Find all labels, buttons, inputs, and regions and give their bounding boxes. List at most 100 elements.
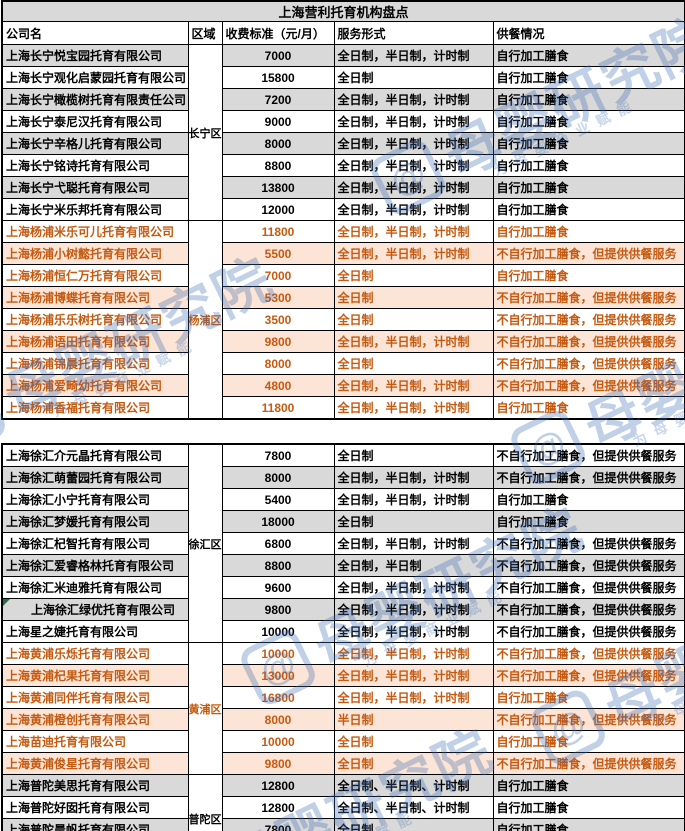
- company-cell: 上海杨浦博蝶托育有限公司: [1, 286, 189, 309]
- table-row: 上海徐汇梦媛托育有限公司 18000 全日制 自行加工膳食: [1, 510, 685, 533]
- service-cell: 全日制: [333, 752, 494, 775]
- meal-cell: 自行加工膳食: [492, 396, 685, 420]
- fee-cell: 10000: [221, 730, 335, 753]
- company-cell: 上海徐汇爱睿格林托育有限公司: [1, 554, 189, 577]
- region-cell: 杨浦区: [187, 220, 223, 420]
- column-header: 公司名: [1, 21, 189, 45]
- table-row: 上海徐汇小宁托育有限公司 5400 全日制，半日制，计时制 自行加工膳食: [1, 488, 685, 511]
- table-row: 上海黄浦橙创托育有限公司 8000 半日制 不自行加工膳食，但提供供餐服务: [1, 708, 685, 731]
- fee-cell: 12800: [221, 774, 335, 797]
- fee-cell: 7000: [221, 264, 335, 287]
- service-cell: 全日制，半日制，计时制: [333, 330, 494, 353]
- service-cell: 全日制: [333, 286, 494, 309]
- service-cell: 全日制、半日制、计时制: [333, 796, 494, 819]
- fee-cell: 6800: [221, 532, 335, 555]
- fee-cell: 8000: [221, 132, 335, 155]
- table-row: 上海徐汇萌蕾园托育有限公司 8000 全日制，半日制，计时制 不自行加工膳食，但提供供…: [1, 466, 685, 489]
- service-cell: 全日制，半日制，计时制: [333, 44, 494, 67]
- fee-cell: 15800: [221, 66, 335, 89]
- table-title-row: 上海营利托育机构盘点: [1, 0, 685, 22]
- table-row: 上海星之婕托育有限公司 10000 全日制，半日制，计时制 不自行加工膳食，但提供供餐…: [1, 620, 685, 643]
- table-row: 上海长宁橄榄树托育有限责任公司 7200 全日制，半日制，计时制 自行加工膳食: [1, 88, 685, 111]
- service-cell: 全日制，半日制，计时制: [333, 220, 494, 243]
- fee-cell: 12800: [221, 796, 335, 819]
- table-row: 上海长宁泰尼汉托育有限公司 9000 全日制，半日制，计时制 自行加工膳食: [1, 110, 685, 133]
- company-cell: 上海徐汇小宁托育有限公司: [1, 488, 189, 511]
- meal-cell: 不自行加工膳食，但提供供餐服务: [492, 576, 685, 599]
- meal-cell: 自行加工膳食: [492, 510, 685, 533]
- meal-cell: 不自行加工膳食，但提供供餐服务: [492, 642, 685, 665]
- company-cell: 上海徐汇米迪雅托育有限公司: [1, 576, 189, 599]
- service-cell: 全日制，半日制，计时制: [333, 88, 494, 111]
- table-row: 上海徐汇介元晶托育有限公司 徐汇区 7800 全日制 不自行加工膳食，但提供供餐服务: [1, 443, 685, 643]
- table-row: 上海普陀美思托育有限公司 普陀区 12800 全日制、半日制、计时制 自行加工膳食: [1, 774, 685, 831]
- service-cell: 全日制，半日制，计时制: [333, 642, 494, 665]
- meal-cell: 自行加工膳食: [492, 44, 685, 67]
- table-row: 上海黄浦同伴托育有限公司 16800 全日制，半日制，计时制 自行加工膳食: [1, 686, 685, 709]
- meal-cell: 自行加工膳食: [492, 686, 685, 709]
- meal-cell: 自行加工膳食: [492, 66, 685, 89]
- company-cell: 上海杨浦爱畸幼托育有限公司: [1, 374, 189, 397]
- meal-cell: 不自行加工膳食，但提供供餐服务: [492, 308, 685, 331]
- fee-cell: 8000: [221, 466, 335, 489]
- company-cell: 上海长宁铭诗托育有限公司: [1, 154, 189, 177]
- meal-cell: 不自行加工膳食，但提供供餐服务: [492, 330, 685, 353]
- report-table-2: 上海徐汇介元晶托育有限公司 徐汇区 7800 全日制 不自行加工膳食，但提供供餐服务 上海…: [1, 443, 685, 831]
- company-cell: 上海长宁弋聪托育有限公司: [1, 176, 189, 199]
- service-cell: 全日制，半日制，计时制: [333, 598, 494, 621]
- company-cell: 上海徐汇萌蕾园托育有限公司: [1, 466, 189, 489]
- meal-cell: 自行加工膳食: [492, 264, 685, 287]
- table-row: 上海杨浦恒仁万托育有限公司 7000 全日制 自行加工膳食: [1, 264, 685, 287]
- meal-cell: 自行加工膳食: [492, 132, 685, 155]
- column-header: 供餐情况: [492, 21, 685, 45]
- meal-cell: 不自行加工膳食，但提供供餐服务: [492, 242, 685, 265]
- meal-cell: 自行加工膳食: [492, 110, 685, 133]
- service-cell: 全日制，半日制，计时制: [333, 664, 494, 687]
- company-cell: 上海苗迪托育有限公司: [1, 730, 189, 753]
- service-cell: 全日制，半日制，计时制: [333, 198, 494, 221]
- fee-cell: 3500: [221, 308, 335, 331]
- table-row: 上海杨浦锦晨托育有限公司 8000 全日制 不自行加工膳食，但提供供餐服务: [1, 352, 685, 375]
- company-cell: 上海杨浦米乐可儿托育有限公司: [1, 220, 189, 243]
- table-row: 上海杨浦小树懿托育有限公司 5500 全日制，半日制，计时制 不自行加工膳食，但提供供…: [1, 242, 685, 265]
- meal-cell: 自行加工膳食: [492, 730, 685, 753]
- meal-cell: 不自行加工膳食，但提供供餐服务: [492, 532, 685, 555]
- company-cell: 上海杨浦香福托育有限公司: [1, 396, 189, 420]
- company-cell: 上海徐汇杞智托育有限公司: [1, 532, 189, 555]
- fee-cell: 13000: [221, 664, 335, 687]
- table-row: 上海徐汇米迪雅托育有限公司 9600 全日制，半日制，计时制 不自行加工膳食，但提供供…: [1, 576, 685, 599]
- service-cell: 全日制，半日制，计时制: [333, 396, 494, 420]
- company-cell: 上海黄浦乐烁托育有限公司: [1, 642, 189, 665]
- service-cell: 全日制: [333, 352, 494, 375]
- fee-cell: 13800: [221, 176, 335, 199]
- fee-cell: 18000: [221, 510, 335, 533]
- company-cell: 上海徐汇绿优托育有限公司: [1, 598, 189, 621]
- region-cell: 黄浦区: [187, 642, 223, 775]
- fee-cell: 9600: [221, 576, 335, 599]
- company-cell: 上海黄浦橙创托育有限公司: [1, 708, 189, 731]
- table-row: 上海杨浦爱畸幼托育有限公司 4800 全日制，半日制，计时制 不自行加工膳食，但提供供…: [1, 374, 685, 397]
- table-row: 上海长宁铭诗托育有限公司 8800 全日制，半日制，计时制 自行加工膳食: [1, 154, 685, 177]
- meal-cell: 不自行加工膳食，但提供供餐服务: [492, 708, 685, 731]
- service-cell: 全日制，半日制，计时制: [333, 242, 494, 265]
- report-table-1: 上海营利托育机构盘点 公司名 区域 收费标准（元/月） 服务形式 供餐情况 上海长宁悦宝园托…: [1, 0, 685, 420]
- service-cell: 半日制: [333, 708, 494, 731]
- fee-cell: 7000: [221, 44, 335, 67]
- service-cell: 全日制，半日制，计时制: [333, 176, 494, 199]
- fee-cell: 11800: [221, 396, 335, 420]
- table-row: 上海徐汇爱睿格林托育有限公司 8800 全日制，半日制 不自行加工膳食，但提供供餐服务: [1, 554, 685, 577]
- company-cell: 上海长宁观化启蒙园托育有限公司: [1, 66, 189, 89]
- meal-cell: 自行加工膳食: [492, 176, 685, 199]
- fee-cell: 5400: [221, 488, 335, 511]
- service-cell: 全日制: [333, 730, 494, 753]
- service-cell: 全日制: [333, 66, 494, 89]
- service-cell: 全日制: [333, 443, 494, 467]
- service-cell: 全日制，半日制，计时制: [333, 576, 494, 599]
- column-header: 区域: [187, 21, 223, 45]
- service-cell: 全日制，半日制，计时制: [333, 488, 494, 511]
- service-cell: 全日制: [333, 510, 494, 533]
- table-row: 上海苗迪托育有限公司 10000 全日制 自行加工膳食: [1, 730, 685, 753]
- service-cell: 全日制: [333, 308, 494, 331]
- fee-cell: 4800: [221, 374, 335, 397]
